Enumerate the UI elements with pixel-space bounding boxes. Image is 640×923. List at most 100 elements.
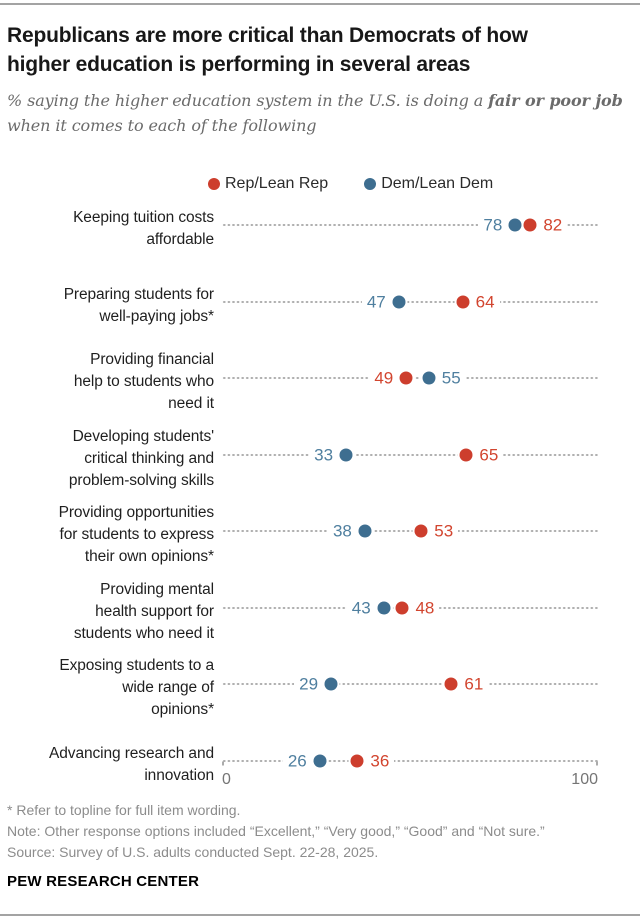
dem-dot <box>324 677 338 691</box>
legend-label-rep: Rep/Lean Rep <box>225 175 329 192</box>
row-plot: 26 36 <box>222 723 598 800</box>
rep-dot-icon <box>208 178 220 190</box>
legend-item-dem: Dem/Lean Dem <box>364 175 493 193</box>
row-label-line: help to students who <box>73 373 214 391</box>
row-label-line: critical thinking and <box>84 449 214 467</box>
value-label-dem: 29 <box>294 674 324 694</box>
row-label-line: affordable <box>146 231 214 249</box>
row-label-line: Preparing students for <box>63 285 214 303</box>
dem-dot <box>392 295 406 309</box>
value-label-rep: 61 <box>459 674 489 694</box>
row-label-line: problem-solving skills <box>68 471 214 489</box>
row-label-line: Exposing students to a <box>59 657 214 675</box>
dem-dot <box>339 448 353 462</box>
rep-dot <box>459 448 473 462</box>
rep-dot <box>456 295 470 309</box>
rep-dot <box>444 677 458 691</box>
chart-title: Republicans are more critical than Democ… <box>7 24 528 76</box>
row-label-line: for students to express <box>59 526 214 544</box>
row-label-line: their own opinions* <box>84 548 214 566</box>
row-plot: 47 64 <box>222 264 598 341</box>
dot-plot-row: Providing financial help to students who n… <box>0 340 640 417</box>
rep-dot <box>523 218 537 232</box>
row-label: Advancing research and innovation <box>0 723 214 800</box>
value-label-rep: 65 <box>474 445 504 465</box>
dem-dot <box>377 601 391 615</box>
row-plot: 38 53 <box>222 493 598 570</box>
row-plot: 49 55 <box>222 340 598 417</box>
dotted-line <box>222 759 598 766</box>
dot-plot-row: Exposing students to a wide range of opini… <box>0 646 640 723</box>
value-label-dem: 43 <box>346 598 376 618</box>
chart-subtitle: % saying the higher education system in … <box>7 88 626 138</box>
row-label: Exposing students to a wide range of opini… <box>0 646 214 723</box>
legend-item-rep: Rep/Lean Rep <box>208 175 328 193</box>
rep-dot <box>395 601 409 615</box>
dot-plot-row: Providing mental health support for studen… <box>0 570 640 647</box>
row-label-line: wide range of <box>122 679 214 697</box>
rep-dot <box>399 371 413 385</box>
row-label-line: health support for <box>95 602 214 620</box>
dot-plot-row: Providing opportunities for students to e… <box>0 493 640 570</box>
row-label-line: Providing opportunities <box>58 504 214 522</box>
dem-dot <box>358 524 372 538</box>
row-label-line: innovation <box>144 766 214 784</box>
row-label-line: Keeping tuition costs <box>73 209 214 227</box>
row-label-line: students who need it <box>73 624 214 642</box>
row-label-line: opinions* <box>151 701 214 719</box>
subtitle-text: % saying the higher education system in … <box>7 91 489 110</box>
chart-notes: * Refer to topline for full item wording… <box>7 800 626 863</box>
dotted-line <box>222 223 598 227</box>
value-label-rep: 64 <box>470 292 500 312</box>
source: Source: Survey of U.S. adults conducted … <box>7 844 379 860</box>
row-plot: 43 48 <box>222 570 598 647</box>
row-label-line: Advancing research and <box>49 744 214 762</box>
dotted-line <box>222 682 598 686</box>
value-label-rep: 36 <box>365 751 395 771</box>
value-label-rep: 49 <box>369 368 399 388</box>
dem-dot <box>422 371 436 385</box>
pew-research-center-label: PEW RESEARCH CENTER <box>7 873 200 890</box>
dotted-line <box>222 606 598 610</box>
value-label-rep: 82 <box>538 215 568 235</box>
dem-dot-icon <box>364 178 377 190</box>
row-label-line: need it <box>168 395 214 413</box>
row-label: Providing opportunities for students to e… <box>0 493 214 570</box>
row-label-line: Providing mental <box>100 580 214 598</box>
dot-plot: Keeping tuition costs affordable 78 82 Prepa… <box>0 187 640 799</box>
axis-tick-min: 0 <box>222 771 231 788</box>
row-label-line: Providing financial <box>90 351 214 369</box>
footnote: * Refer to topline for full item wording… <box>7 802 241 818</box>
dem-dot <box>313 754 327 768</box>
top-rule <box>0 3 640 5</box>
dot-plot-row: Advancing research and innovation 26 36 <box>0 723 640 800</box>
dot-plot-row: Developing students' critical thinking an… <box>0 417 640 494</box>
row-plot: 29 61 <box>222 646 598 723</box>
value-label-dem: 26 <box>282 751 312 771</box>
value-label-dem: 33 <box>309 445 339 465</box>
dotted-line <box>222 300 598 304</box>
rep-dot <box>350 754 364 768</box>
row-label: Preparing students for well-paying jobs* <box>0 264 214 341</box>
row-label: Providing financial help to students who n… <box>0 340 214 417</box>
note: Note: Other response options included “E… <box>7 823 545 839</box>
row-plot: 78 82 <box>222 187 598 264</box>
axis-tick-max: 100 <box>571 771 598 788</box>
row-plot: 33 65 <box>222 417 598 494</box>
subtitle-line2: when it comes to each of the following <box>7 116 317 135</box>
row-label: Developing students' critical thinking an… <box>0 417 214 494</box>
dotted-line <box>222 453 598 457</box>
dot-plot-row: Keeping tuition costs affordable 78 82 <box>0 187 640 264</box>
row-label-line: Developing students' <box>72 427 215 445</box>
legend: Rep/Lean Rep Dem/Lean Dem <box>208 175 640 193</box>
row-label: Keeping tuition costs affordable <box>0 187 214 264</box>
value-label-dem: 55 <box>436 368 466 388</box>
subtitle-bold-text: fair or poor job <box>488 91 623 110</box>
rep-dot <box>414 524 428 538</box>
dem-dot <box>508 218 522 232</box>
dotted-line <box>222 529 598 533</box>
row-label: Providing mental health support for studen… <box>0 570 214 647</box>
bottom-rule <box>0 914 640 916</box>
x-axis: 0 100 <box>222 771 598 788</box>
row-label-line: well-paying jobs* <box>99 307 214 325</box>
